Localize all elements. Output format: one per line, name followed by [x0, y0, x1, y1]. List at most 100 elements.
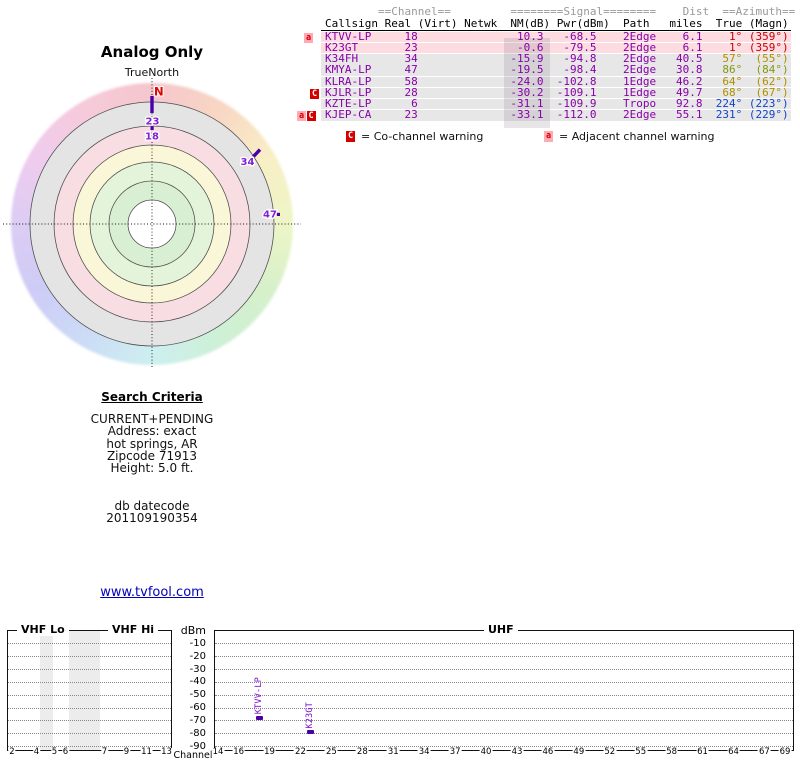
table-row-ktvv-lp: KTVV-LP 18 10.3 -68.5 2Edge 6.1 1° (359°…: [321, 29, 791, 43]
uhf-channel-tick: 43: [510, 746, 524, 757]
vhf-channel-tick: 7: [100, 746, 109, 757]
table-group-header-row: ==Channel== ========Signal======== Dist …: [325, 5, 796, 18]
row-values: KZTE-LP 6 -31.1 -109.9 Tropo 92.8: [325, 96, 703, 110]
db-datecode-block: db datecode 201109190354: [32, 500, 272, 525]
dbm-tick-label: -10: [189, 637, 206, 649]
search-criteria-title: Search Criteria: [101, 390, 203, 404]
signal-marker-label-k23gt: K23GT: [305, 701, 316, 729]
search-zipcode: Zipcode 71913: [106, 448, 198, 463]
gridline--20: [8, 656, 171, 658]
adjacent-channel-warning-icon: a: [304, 32, 313, 43]
uhf-channel-tick: 49: [572, 746, 586, 757]
spoke-marker-ch23: [150, 126, 154, 130]
table-row-kzte-lp: KZTE-LP 6 -31.1 -109.9 Tropo 92.8 224° (…: [321, 96, 791, 110]
uhf-label: UHF: [484, 624, 518, 636]
row-values: K34FH 34 -15.9 -94.8 2Edge 40.5: [325, 52, 703, 66]
spoke-marker-ch47: [276, 212, 280, 216]
dbm-tick-label: -60: [189, 702, 206, 714]
uhf-channel-tick: 31: [386, 746, 400, 757]
signal-marker-label-ktvv-lp: KTVV-LP: [253, 676, 264, 714]
signal-marker-ktvv-lp: [255, 715, 263, 720]
adjacent-channel-warning-icon: a: [297, 110, 306, 122]
signal-marker-k23gt: [307, 730, 315, 735]
tvfool-link[interactable]: www.tvfool.com: [100, 585, 204, 600]
dbm-tick-label: -30: [189, 663, 206, 675]
vhf-channel-tick: 2: [8, 746, 16, 757]
dbm-tick-label: -80: [189, 727, 206, 739]
co-channel-legend-text: = Co-channel warning: [361, 130, 484, 143]
spoke-marker-north: [150, 96, 154, 113]
uhf-channel-tick: 40: [479, 746, 493, 757]
row-azimuth-values: 224° (223°): [702, 96, 789, 110]
vhf-channel-tick: 6: [61, 746, 70, 757]
uhf-channel-tick: 61: [696, 746, 709, 757]
polar-radar-chart: N 23 18 34 47: [3, 78, 301, 369]
dbm-tick-label: -70: [189, 714, 206, 726]
row-values: K23GT 23 -0.6 -79.5 2Edge 6.1: [325, 40, 703, 54]
gridline--50: [8, 694, 171, 696]
dbm-axis-title: dBm: [180, 624, 206, 637]
uhf-channel-tick: 22: [294, 746, 307, 757]
db-datecode-label: db datecode: [114, 499, 190, 513]
vhf-hi-label: VHF Hi: [108, 624, 159, 636]
co-channel-warning-icon: C: [346, 131, 355, 142]
site-link-wrap: www.tvfool.com: [32, 585, 272, 600]
gridline--80: [215, 733, 793, 735]
uhf-channel-tick: 16: [232, 746, 246, 757]
table-row-k34fh: K34FH 34 -15.9 -94.8 2Edge 40.5 57° (55°…: [321, 52, 791, 66]
band-power-chart: VHF Lo VHF Hi UHF dBm Channel -10 -20 -30-…: [0, 622, 800, 768]
vhf-channel-tick: 13: [160, 746, 173, 757]
search-address-mode: Address: exact: [107, 424, 197, 439]
uhf-channel-tick: 46: [541, 746, 555, 757]
row-values: KLRA-LP 58 -24.0 -102.8 1Edge 46.2: [325, 74, 703, 88]
spoke-label-47: 47: [263, 210, 277, 221]
vhf-channel-tick: 4: [32, 746, 41, 757]
row-azimuth-values: 1° (359°): [702, 40, 789, 54]
gridline--30: [215, 669, 793, 671]
vhf-channel-tick: 5: [50, 746, 59, 757]
row-azimuth-values: 86° (84°): [702, 63, 789, 77]
dbm-tick-label: -90: [189, 740, 206, 752]
gridline--60: [8, 707, 171, 709]
dbm-tick-label: -50: [189, 689, 206, 701]
adjacent-channel-legend-text: = Adjacent channel warning: [559, 130, 715, 143]
search-mode: CURRENT+PENDING: [90, 412, 214, 426]
row-values: KJLR-LP 28 -30.2 -109.1 1Edge 49.7: [325, 85, 703, 99]
uhf-channel-tick: 52: [603, 746, 617, 757]
search-criteria-block: CURRENT+PENDING Address: exact hot sprin…: [32, 412, 272, 475]
uhf-channel-tick: 55: [634, 746, 648, 757]
gridline--40: [215, 681, 793, 683]
search-city: hot springs, AR: [106, 436, 198, 451]
gridline--80: [8, 733, 171, 735]
co-channel-warning-icon: C: [310, 88, 319, 99]
co-channel-warning-icon: C: [306, 110, 316, 122]
vhf-panel: [7, 630, 172, 751]
gridline--10: [8, 643, 171, 645]
row-values: KJEP-CA 23 -33.1 -112.0 2Edge 55.1: [325, 108, 703, 122]
polar-orientation-label: TrueNorth: [124, 66, 180, 79]
gridline--20: [215, 656, 793, 658]
table-body: KTVV-LP 18 10.3 -68.5 2Edge 6.1 1° (359°…: [321, 29, 791, 122]
spoke-label-18: 18: [145, 132, 159, 143]
table-row-k23gt: K23GT 23 -0.6 -79.5 2Edge 6.1 1° (359°): [321, 40, 791, 54]
table-column-header-row: Callsign Real (Virt) Netwk NM(dB) Pwr(dB…: [321, 18, 791, 31]
gridline--70: [8, 720, 171, 722]
uhf-channel-tick: 34: [417, 746, 431, 757]
row-azimuth-values: 57° (55°): [702, 52, 789, 66]
row-values: KTVV-LP 18 10.3 -68.5 2Edge 6.1: [325, 29, 703, 43]
gridline--50: [215, 694, 793, 696]
uhf-channel-tick: 64: [727, 746, 740, 757]
table-row-kmya-lp: KMYA-LP 47 -19.5 -98.4 2Edge 30.8 86° (8…: [321, 63, 791, 77]
channel-axis-title: Channel: [173, 750, 213, 761]
vhf-gap-band-2: [69, 631, 100, 750]
gridline--30: [8, 669, 171, 671]
gridline--90: [8, 746, 171, 748]
uhf-channel-tick: 69: [778, 746, 792, 757]
adjacent-channel-warning-icon: a: [544, 131, 553, 142]
dbm-tick-label: -40: [189, 676, 206, 688]
row-azimuth-values: 1° (359°): [702, 29, 789, 43]
vhf-lo-label: VHF Lo: [17, 624, 69, 636]
row-azimuth-values: 64° (62°): [702, 74, 789, 88]
uhf-channel-tick: 25: [324, 746, 338, 757]
uhf-channel-tick: 28: [355, 746, 369, 757]
